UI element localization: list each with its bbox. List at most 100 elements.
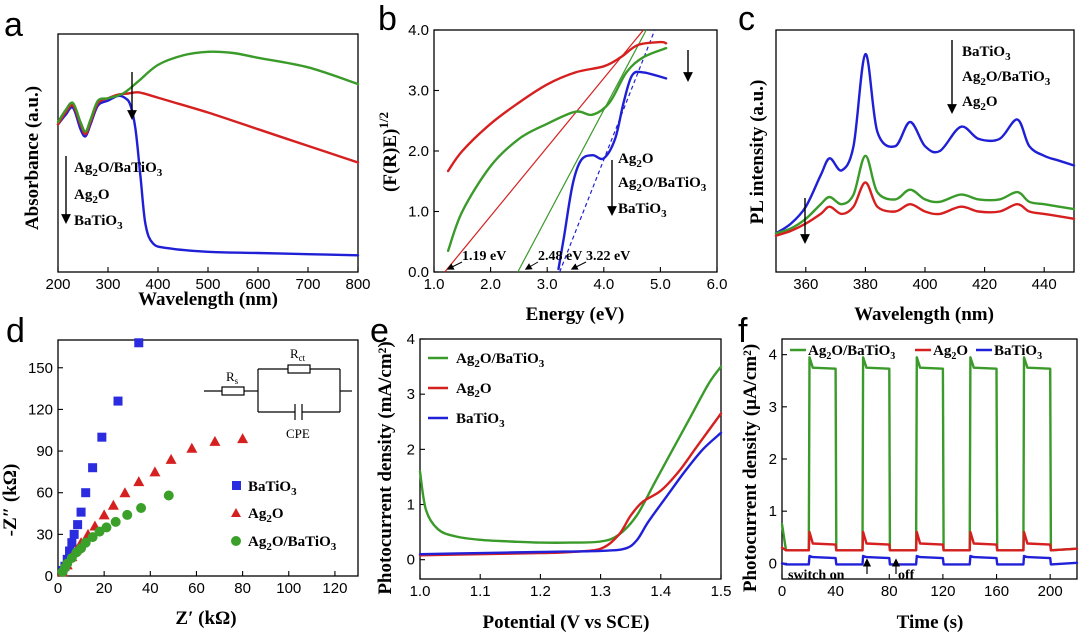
panel-b-series-ag2o-batio3 xyxy=(446,46,668,252)
panel-b-pointer-batio3 xyxy=(570,261,587,270)
panel-d-series xyxy=(57,338,249,577)
panel-e-series xyxy=(418,365,723,557)
panel-d-point-ag2o xyxy=(133,476,145,487)
panel-e-x-tick-label: 1.4 xyxy=(650,583,671,600)
panel-f-y-tick-label: 2 xyxy=(769,451,777,468)
panel-c-legend-ag2o: Ag2O xyxy=(962,94,998,113)
panel-e-x-tick-label: 1.1 xyxy=(470,583,491,600)
panel-f-x-ticks: 0 40 80 120 160 200 xyxy=(778,574,1063,600)
panel-b-x-tick-label: 3.0 xyxy=(537,276,558,293)
panel-b: b 1.0 2.0 3.0 4.0 5.0 6.0 0.01.02.03.04.0 Ene… xyxy=(376,0,727,325)
panel-d-point-ag2o-batio3 xyxy=(136,502,147,513)
panel-a-legend-ag2o-batio3: Ag2O/BaTiO3 xyxy=(74,160,163,179)
panel-e-series-batio3 xyxy=(418,431,723,556)
panel-f-x-tick-label: 80 xyxy=(881,583,898,600)
panel-b-y-tick-label: 0.0 xyxy=(408,264,429,281)
panel-c-x-axis-title: Wavelength (nm) xyxy=(854,304,994,325)
panel-d-point-batio3 xyxy=(65,546,75,556)
panel-a-x-ticks: 200 300 400 500 600 700 800 xyxy=(45,267,371,293)
panel-a-x-axis-title: Wavelength (nm) xyxy=(138,289,278,310)
panel-b-x-ticks: 1.0 2.0 3.0 4.0 5.0 6.0 xyxy=(424,267,728,293)
panel-f-x-tick-label: 200 xyxy=(1038,583,1063,600)
panel-d-x-tick-label: 40 xyxy=(142,580,159,597)
panel-b-x-tick-label: 1.0 xyxy=(424,276,445,293)
panel-d-x-tick-label: 0 xyxy=(54,580,62,597)
panel-d-legend-ag2o-batio3: Ag2O/BaTiO3 xyxy=(248,534,337,553)
panel-e-x-ticks: 1.0 1.1 1.2 1.3 1.4 1.5 xyxy=(410,574,731,600)
panel-d-x-tick-label: 80 xyxy=(234,580,251,597)
panel-c-x-tick-label: 440 xyxy=(1032,276,1057,293)
panel-d-point-ag2o-batio3 xyxy=(87,532,98,543)
panel-d-x-tick-label: 120 xyxy=(322,580,347,597)
panel-d-point-ag2o-batio3 xyxy=(101,522,112,533)
panel-d-point-batio3 xyxy=(113,396,123,406)
panel-b-x-tick-label: 6.0 xyxy=(707,276,728,293)
panel-f-switch-off-label: off xyxy=(898,568,915,583)
panel-a-x-tick-label: 800 xyxy=(345,276,370,293)
panel-d-point-batio3 xyxy=(76,507,86,517)
panel-b-x-tick-label: 2.0 xyxy=(480,276,501,293)
panel-b-series xyxy=(446,40,668,271)
panel-c-x-tick-label: 420 xyxy=(972,276,997,293)
panel-e-y-tick-label: 3 xyxy=(407,386,415,403)
panel-d-point-batio3 xyxy=(88,463,98,473)
panel-f-legend-batio3: BaTiO3 xyxy=(994,343,1042,362)
panel-b-y-tick-label: 3.0 xyxy=(408,83,429,100)
panel-d-legend-marker-ag2o xyxy=(231,508,241,517)
panel-c-x-ticks: 360 380 400 420 440 xyxy=(793,267,1057,293)
panel-d-plot-frame xyxy=(57,339,359,577)
panel-b-pointer-composite xyxy=(524,261,539,270)
panel-f-y-tick-label: 1 xyxy=(769,503,777,520)
panel-f-x-tick-label: 40 xyxy=(827,583,844,600)
panel-b-y-axis-title: (F(R)E)1/2 xyxy=(376,112,401,192)
panel-b-tangent-line xyxy=(517,29,647,273)
panel-b-series-ag2o xyxy=(446,40,668,173)
panel-d-x-tick-label: 20 xyxy=(96,580,113,597)
panel-b-bandgap-ag2o: 1.19 eV xyxy=(462,249,506,264)
panel-a-x-tick-label: 600 xyxy=(245,276,270,293)
panel-e-x-tick-label: 1.0 xyxy=(410,583,431,600)
panel-d-legend-marker-batio3 xyxy=(232,481,241,490)
panel-f-x-tick-label: 120 xyxy=(930,583,955,600)
panel-e-legend-ag2o: Ag2O xyxy=(456,381,492,400)
panel-b-y-tick-label: 4.0 xyxy=(408,22,429,39)
panel-a-letter: a xyxy=(4,6,23,44)
panel-a: a 200 300 400 500 600 700 800 Wavelength (nm) … xyxy=(4,6,371,310)
panel-b-legend-ag2o: Ag2O xyxy=(618,151,654,170)
panel-b-plot-frame xyxy=(433,29,718,273)
panel-d-y-tick-label: 120 xyxy=(28,401,53,418)
panel-a-x-tick-label: 700 xyxy=(295,276,320,293)
panel-b-x-tick-label: 4.0 xyxy=(593,276,614,293)
panel-c-series-ag2o xyxy=(774,181,1076,237)
panel-d-legend-batio3: BaTiO3 xyxy=(248,479,297,498)
panel-b-legend-batio3: BaTiO3 xyxy=(618,201,667,220)
panel-c-letter: c xyxy=(738,0,755,38)
panel-d-point-batio3 xyxy=(134,338,144,348)
panel-d-point-ag2o xyxy=(119,487,131,498)
panel-c-legend-ag2o-batio3: Ag2O/BaTiO3 xyxy=(962,69,1051,88)
panel-c-series-batio3 xyxy=(774,52,1076,235)
panel-d-letter: d xyxy=(6,312,25,350)
panel-f-legend-ag2o: Ag2O xyxy=(933,343,968,362)
panel-d-circuit-rct-label: Rct xyxy=(290,346,306,363)
panel-e-letter: e xyxy=(370,312,389,350)
panel-f: f 0 40 80 120 160 200 0 1 2 3 4 Time (s) Photocur… xyxy=(738,312,1079,633)
panel-e-legend-batio3: BaTiO3 xyxy=(456,411,505,430)
panel-f-series-ag2o-batio3 xyxy=(780,356,1079,552)
panel-a-series xyxy=(56,50,360,257)
panel-d-x-tick-label: 100 xyxy=(276,580,301,597)
panel-a-legend-batio3: BaTiO3 xyxy=(74,213,123,232)
panel-f-x-tick-label: 0 xyxy=(778,583,786,600)
panel-e-series-ag2o-batio3 xyxy=(418,365,723,544)
panel-d-point-ag2o-batio3 xyxy=(163,490,174,501)
panel-d-point-ag2o-batio3 xyxy=(122,509,133,520)
panel-b-y-tick-label: 1.0 xyxy=(408,204,429,221)
panel-d-point-ag2o xyxy=(98,509,110,520)
panel-f-series-ag2o xyxy=(780,530,1079,552)
panel-b-pointer-ag2o xyxy=(446,261,463,270)
panel-c-series xyxy=(774,52,1076,237)
panel-d-point-batio3 xyxy=(81,488,91,498)
panel-a-legend-ag2o: Ag2O xyxy=(74,187,110,206)
panel-b-letter: b xyxy=(378,0,397,38)
